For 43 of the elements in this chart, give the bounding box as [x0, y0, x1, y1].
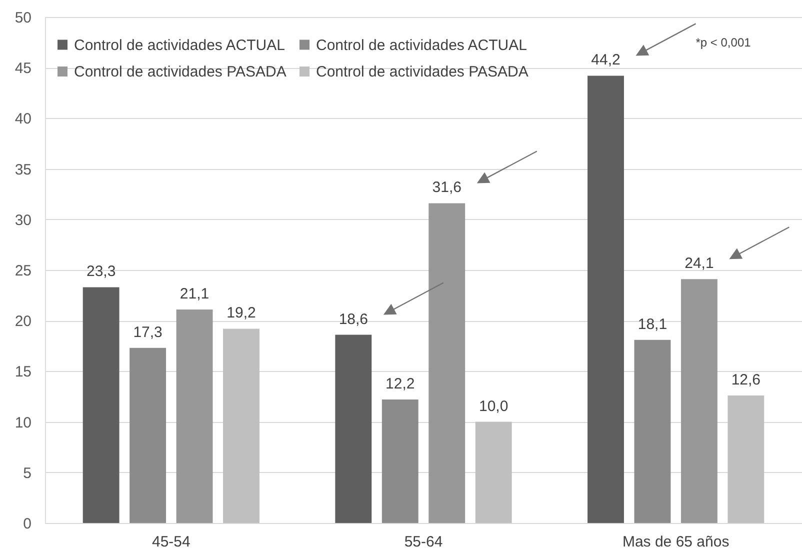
y-tick-label: 10	[14, 414, 32, 432]
annotation: *p < 0,001	[696, 36, 752, 50]
bar	[475, 422, 512, 523]
y-tick-label: 0	[23, 516, 32, 532]
bar	[680, 279, 718, 523]
y-tick-label: 15	[14, 364, 32, 381]
legend-label: Control de actividades ACTUAL	[74, 36, 285, 54]
data-label: 12,6	[731, 371, 761, 388]
legend-label: Control de actividades PASADA	[316, 64, 528, 80]
bar	[130, 348, 166, 523]
data-label: 24,1	[684, 255, 714, 272]
bar	[428, 203, 466, 523]
data-label: 18,1	[638, 316, 668, 333]
x-tick-label: 45-54	[152, 534, 190, 550]
y-tick-label: 20	[14, 313, 32, 330]
bar	[82, 287, 120, 523]
y-tick-label: 5	[23, 464, 32, 482]
bar	[588, 76, 624, 523]
data-label: 19,2	[226, 304, 256, 322]
bar	[223, 328, 260, 523]
data-label: 17,3	[133, 324, 162, 341]
bar	[634, 340, 671, 523]
data-label: 10,0	[478, 398, 508, 415]
data-label: 31,6	[432, 179, 462, 196]
x-tick-label: 55-64	[404, 534, 443, 550]
y-tick-label: 50	[14, 10, 32, 26]
y-tick-label: 30	[14, 212, 32, 229]
data-label: 23,3	[86, 263, 116, 280]
legend-label: Control de actividades PASADA	[74, 64, 286, 80]
y-tick-label: 40	[14, 110, 32, 128]
legend-label: Control de actividades ACTUAL	[316, 36, 527, 54]
data-label: 21,1	[180, 285, 210, 302]
y-tick-label: 45	[14, 60, 32, 78]
data-label: 18,6	[338, 310, 368, 328]
x-tick-label: Mas de 65 años	[622, 534, 730, 550]
data-label: 44,2	[591, 52, 620, 69]
y-tick-label: 35	[14, 161, 32, 178]
bar	[335, 334, 372, 523]
data-label: 12,2	[386, 376, 415, 393]
bar	[382, 400, 418, 523]
y-tick-label: 25	[14, 262, 32, 280]
bar	[728, 395, 764, 523]
bar	[176, 309, 213, 523]
